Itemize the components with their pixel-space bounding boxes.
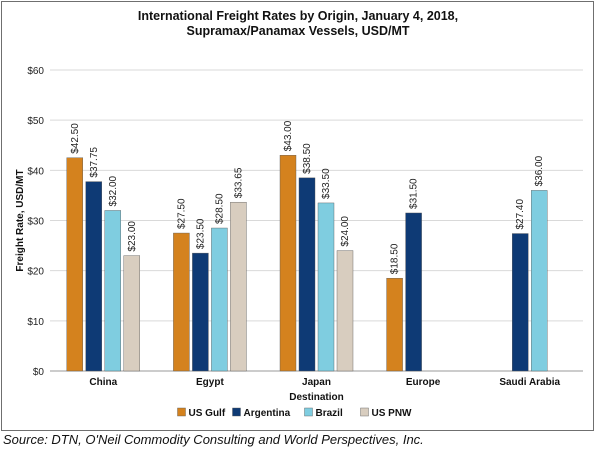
data-label: $33.65 bbox=[233, 167, 244, 198]
freight-rates-chart: International Freight Rates by Origin, J… bbox=[15, 9, 583, 419]
data-label: $27.50 bbox=[176, 198, 187, 229]
x-tick-label: Japan bbox=[302, 377, 331, 388]
x-tick-label: China bbox=[89, 377, 117, 388]
legend-label: Argentina bbox=[244, 408, 291, 419]
bar-brazil bbox=[211, 227, 228, 372]
data-label: $23.50 bbox=[195, 218, 206, 249]
data-label: $18.50 bbox=[390, 243, 401, 274]
data-label: $37.75 bbox=[89, 147, 100, 178]
bar-us-gulf bbox=[386, 277, 403, 372]
data-label: $28.50 bbox=[214, 193, 225, 224]
legend: US Gulf Argentina Brazil US PNW bbox=[177, 407, 413, 419]
y-tick-label: $10 bbox=[27, 317, 44, 328]
y-tick-label: $0 bbox=[33, 367, 45, 378]
y-tick-label: $50 bbox=[27, 116, 44, 127]
bar-argentina bbox=[405, 212, 422, 372]
bar-argentina bbox=[512, 233, 529, 372]
bar-us-pnw bbox=[123, 255, 141, 372]
bar-brazil bbox=[104, 210, 122, 372]
chart-title: International Freight Rates by Origin, J… bbox=[138, 9, 458, 38]
legend-swatch bbox=[304, 407, 313, 417]
chart-title-line: International Freight Rates by Origin, J… bbox=[138, 9, 458, 23]
bar-argentina bbox=[298, 177, 316, 372]
data-labels: $42.50 $37.75 $32.00 $23.00 $27.50 $23.50 $28.… bbox=[70, 120, 545, 274]
bar-us-gulf bbox=[66, 157, 84, 372]
legend-label: US Gulf bbox=[189, 408, 226, 419]
bar-brazil bbox=[317, 202, 335, 372]
x-tick-label: Saudi Arabia bbox=[499, 377, 560, 388]
data-label: $33.50 bbox=[321, 168, 332, 199]
data-label: $31.50 bbox=[409, 178, 420, 209]
bar-us-pnw bbox=[230, 201, 247, 372]
data-label: $32.00 bbox=[108, 175, 119, 206]
data-label: $38.50 bbox=[302, 143, 313, 174]
data-label: $23.00 bbox=[127, 221, 138, 252]
data-label: $27.40 bbox=[515, 199, 526, 230]
x-tick-labels: China Egypt Japan Europe Saudi Arabia bbox=[89, 377, 560, 388]
legend-swatch bbox=[177, 407, 186, 417]
x-tick-label: Europe bbox=[406, 377, 441, 388]
chart-title-line: Supramax/Panamax Vessels, USD/MT bbox=[186, 24, 409, 38]
data-label: $24.00 bbox=[340, 216, 351, 247]
legend-swatch bbox=[232, 407, 241, 417]
bar-us-gulf bbox=[279, 155, 297, 372]
data-label: $42.50 bbox=[70, 123, 81, 154]
legend-swatch bbox=[360, 407, 369, 417]
x-tick-label: Egypt bbox=[196, 377, 224, 388]
bar-brazil bbox=[531, 190, 548, 372]
y-tick-label: $30 bbox=[27, 217, 44, 228]
legend-label: US PNW bbox=[372, 408, 413, 419]
data-label: $43.00 bbox=[283, 120, 294, 151]
bar-us-pnw bbox=[336, 250, 354, 372]
y-tick-label: $40 bbox=[27, 166, 44, 177]
y-tick-labels: $0 $10 $20 $30 $40 $50 $60 bbox=[27, 66, 44, 378]
y-axis-label: Freight Rate, USD/MT bbox=[15, 169, 26, 271]
y-tick-label: $60 bbox=[27, 66, 44, 77]
data-label: $36.00 bbox=[534, 155, 545, 186]
bar-argentina bbox=[192, 252, 209, 372]
source-note: Source: DTN, O'Neil Commodity Consulting… bbox=[3, 432, 424, 447]
bars bbox=[66, 155, 548, 372]
bar-argentina bbox=[85, 181, 103, 372]
y-tick-label: $20 bbox=[27, 267, 44, 278]
legend-label: Brazil bbox=[316, 408, 343, 419]
x-axis-label: Destination bbox=[289, 392, 343, 403]
chart-frame: International Freight Rates by Origin, J… bbox=[1, 1, 594, 431]
bar-us-gulf bbox=[173, 232, 190, 372]
